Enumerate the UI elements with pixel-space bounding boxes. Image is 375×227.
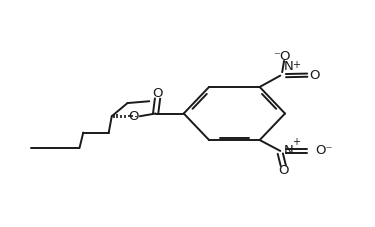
- Text: +: +: [292, 137, 300, 147]
- Text: N: N: [284, 60, 294, 73]
- Text: +: +: [292, 60, 300, 70]
- Text: O: O: [310, 69, 320, 82]
- Text: O: O: [278, 164, 289, 177]
- Text: ⁻O: ⁻O: [273, 50, 291, 63]
- Text: N: N: [284, 144, 294, 157]
- Text: O: O: [128, 110, 138, 123]
- Text: O⁻: O⁻: [315, 144, 332, 158]
- Text: O: O: [152, 87, 163, 100]
